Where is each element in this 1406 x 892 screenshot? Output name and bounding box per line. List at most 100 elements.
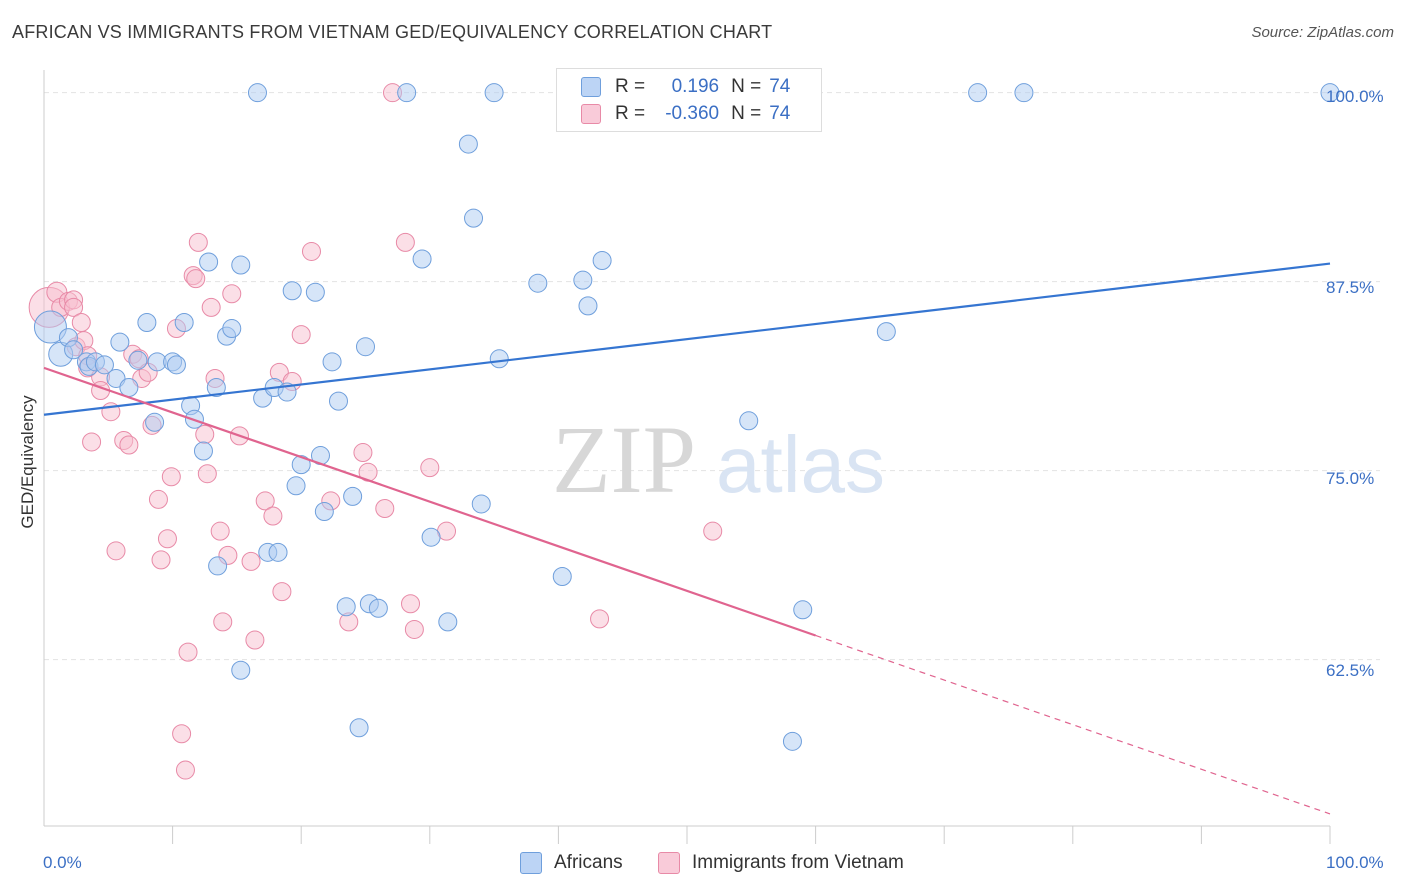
africans-point-68 [1014, 83, 1034, 103]
vietnam-point-56 [375, 498, 395, 518]
vietnam-point-51 [301, 241, 321, 261]
vietnam-points [28, 83, 723, 780]
africans-point-17 [174, 313, 194, 333]
stat-row-vietnam: R = -0.360 N = 74 [581, 101, 802, 127]
africans-point-61 [592, 251, 612, 271]
africans-point-32 [268, 542, 288, 562]
vietnam-point-50 [291, 325, 311, 345]
stat-row-africans: R = 0.196 N = 74 [581, 74, 802, 100]
africans-point-37 [305, 282, 325, 302]
africans-point-34 [282, 281, 302, 301]
africans-r-value: 0.196 [671, 76, 720, 97]
africans-point-45 [356, 337, 375, 357]
africans-point-55 [484, 83, 504, 103]
africans-point-56 [489, 349, 509, 369]
vietnam-point-48 [272, 582, 292, 602]
africans-point-48 [397, 83, 417, 103]
africans-point-50 [421, 527, 441, 547]
africans-point-10 [119, 378, 139, 398]
x-tick-label-0: 0.0% [43, 853, 82, 872]
vietnam-point-15 [106, 541, 126, 561]
watermark-zip: ZIP [552, 406, 696, 513]
africans-point-25 [222, 319, 242, 339]
vietnam-r-label: R = [615, 103, 646, 124]
y-axis-label: GED/Equivalency [18, 395, 37, 529]
africans-point-57 [528, 273, 548, 293]
legend-africans-label: Africans [554, 852, 623, 873]
vietnam-point-29 [175, 760, 195, 780]
axes [43, 70, 1331, 844]
vietnam-point-5 [64, 297, 84, 317]
vietnam-point-45 [255, 491, 275, 511]
vietnam-point-26 [161, 467, 181, 487]
africans-point-20 [193, 441, 213, 461]
vietnam-swatch [581, 104, 601, 124]
africans-point-44 [349, 718, 369, 738]
y-tick-label-75: 75.0% [1326, 469, 1375, 488]
africans-point-9 [106, 368, 126, 388]
vietnam-point-32 [186, 269, 206, 289]
vietnam-point-41 [222, 284, 242, 304]
vietnam-point-36 [201, 297, 221, 317]
y-tick-label-87-5: 87.5% [1326, 278, 1375, 297]
vietnam-point-38 [210, 521, 230, 541]
y-tick-label-62-5: 62.5% [1326, 661, 1375, 680]
vietnam-n-value: 74 [769, 103, 791, 124]
africans-point-65 [793, 600, 813, 620]
africans-point-21 [199, 252, 219, 272]
x-tick-label-100: 100.0% [1326, 853, 1384, 872]
legend-vietnam-swatch [658, 852, 680, 874]
vietnam-point-35 [197, 464, 217, 484]
africans-point-3 [64, 340, 84, 360]
vietnam-point-46 [263, 506, 283, 526]
africans-point-67 [968, 83, 988, 103]
africans-point-27 [231, 660, 251, 680]
africans-point-26 [231, 255, 251, 275]
africans-r-label: R = [615, 76, 646, 97]
vietnam-r-value: -0.360 [665, 103, 720, 124]
correlation-stats-box: R = 0.196 N = 74 R = -0.360 N = 74 [556, 68, 822, 132]
vietnam-point-61 [420, 458, 440, 478]
vietnam-point-39 [213, 612, 233, 632]
trend-lines [43, 262, 1331, 815]
africans-n-value: 74 [769, 76, 791, 97]
vietnam-point-43 [241, 551, 261, 571]
africans-point-35 [286, 476, 306, 496]
africans-point-0 [33, 310, 67, 344]
vietnam-point-24 [151, 550, 171, 570]
africans-point-28 [247, 83, 267, 103]
vietnam-point-44 [245, 630, 265, 650]
vietnam-point-23 [148, 489, 168, 509]
chart-title: AFRICAN VS IMMIGRANTS FROM VIETNAM GED/E… [12, 22, 773, 42]
vietnam-n-label: N = [731, 103, 762, 124]
africans-point-60 [578, 296, 598, 316]
vietnam-point-34 [195, 424, 215, 444]
africans-point-39 [314, 502, 334, 522]
africans-point-41 [328, 391, 348, 411]
vietnam-point-28 [172, 724, 192, 744]
africans-point-66 [876, 322, 896, 342]
africans-point-42 [336, 597, 356, 617]
watermark: ZIP atlas [552, 406, 885, 513]
grid-lines [44, 92, 1380, 661]
africans-point-11 [128, 350, 148, 370]
africans-point-47 [368, 598, 388, 618]
legend-africans-swatch [520, 852, 542, 874]
africans-point-63 [739, 411, 759, 431]
africans-swatch [581, 77, 601, 97]
africans-point-7 [94, 355, 114, 375]
vietnam-trend-extension [815, 634, 1331, 815]
africans-point-69 [1320, 83, 1340, 103]
legend-vietnam: Immigrants from Vietnam [658, 852, 904, 874]
africans-n-label: N = [731, 76, 762, 97]
vietnam-point-59 [401, 594, 421, 614]
africans-point-52 [458, 134, 478, 154]
africans-point-14 [145, 412, 165, 432]
africans-point-51 [438, 612, 458, 632]
africans-point-16 [166, 355, 186, 375]
y-tick-label-100: 100.0% [1326, 87, 1384, 106]
africans-point-58 [552, 567, 572, 587]
africans-point-36 [291, 455, 311, 475]
africans-point-8 [110, 332, 130, 352]
